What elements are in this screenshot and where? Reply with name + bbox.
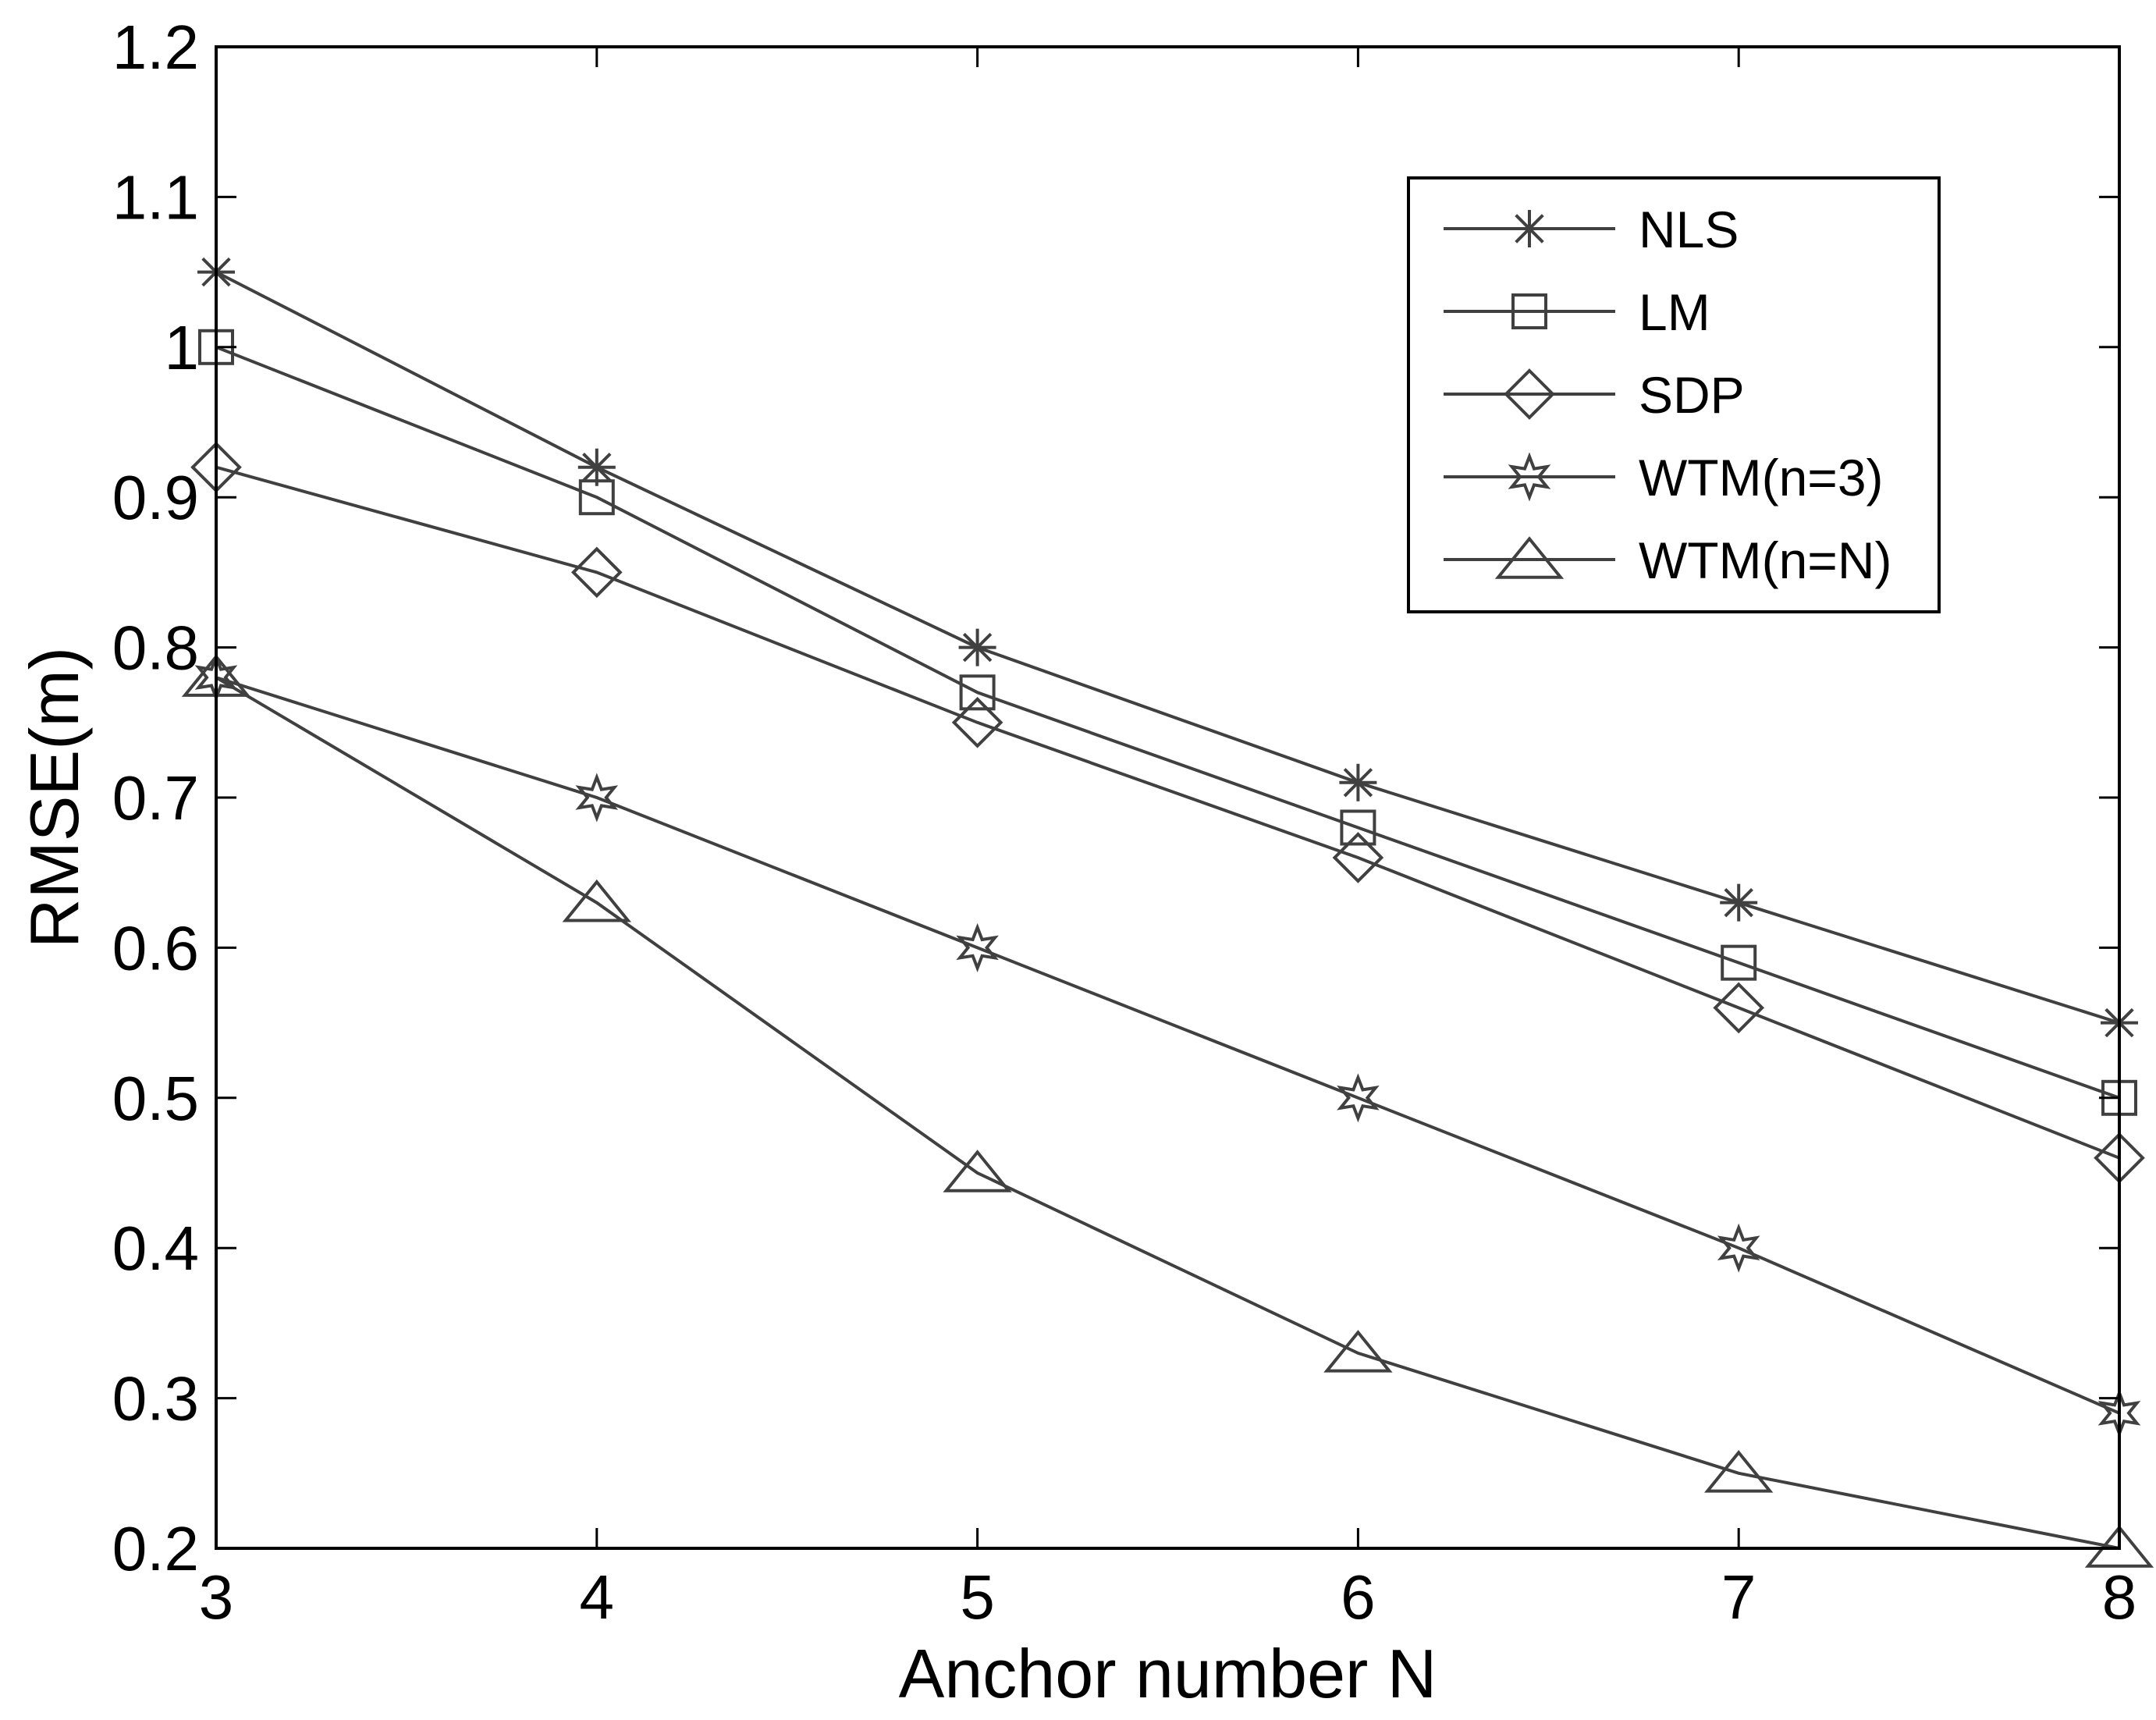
- legend-item-3-label: SDP: [1639, 366, 1745, 424]
- y-tick-label: 0.3: [112, 1364, 199, 1434]
- y-tick-label: 0.4: [112, 1214, 199, 1283]
- series-3-point: [1332, 832, 1384, 883]
- x-tick-label: 4: [580, 1562, 615, 1632]
- legend: NLS LM SDP WTM(n=3) WTM(n=N): [1407, 176, 1941, 613]
- series-1-point-stroke: [1343, 768, 1373, 798]
- legend-item-1-label: NLS: [1639, 201, 1739, 258]
- series-5-point: [943, 1150, 1012, 1192]
- legend-item-5-label: WTM(n=N): [1639, 531, 1891, 589]
- y-tick-label: 1.1: [112, 162, 199, 232]
- y-tick-label: 1.2: [112, 12, 199, 82]
- y-tick-label: 0.7: [112, 763, 199, 833]
- series-2-point: [959, 674, 996, 711]
- series-5-point: [562, 879, 631, 922]
- series-5-line: [215, 676, 2120, 1550]
- series-1-point: [1339, 763, 1377, 801]
- x-tick-label: 6: [1341, 1562, 1376, 1632]
- plot-lines: [215, 270, 2120, 1550]
- y-tick-label: 0.9: [112, 463, 199, 532]
- series-2-point: [1721, 944, 1757, 981]
- x-axis-title: Anchor number N: [899, 1635, 1437, 1712]
- legend-item-1-marker: [1511, 210, 1548, 247]
- legend-item-5-marker: [1494, 536, 1565, 579]
- series-2-point: [578, 479, 615, 516]
- series-3-point: [570, 546, 623, 599]
- series-4-point: [956, 922, 999, 972]
- series-4-point: [1717, 1223, 1760, 1273]
- x-tick-label: 8: [2102, 1562, 2137, 1632]
- x-tick-label: 5: [960, 1562, 995, 1632]
- legend-item-3-marker: [1504, 368, 1555, 420]
- series-5-point: [1323, 1330, 1393, 1373]
- x-tick-label: 3: [199, 1562, 234, 1632]
- series-3-point: [951, 696, 1003, 748]
- y-tick-label: 0.8: [112, 613, 199, 683]
- series-1-point-stroke: [1724, 887, 1753, 918]
- legend-item-1-marker-stroke: [1515, 214, 1544, 243]
- y-tick-label: 0.6: [112, 913, 199, 983]
- series-3-point: [1713, 982, 1765, 1034]
- y-tick-label: 0.2: [112, 1514, 199, 1583]
- series-5-point: [1704, 1450, 1774, 1493]
- x-tick-labels: 3 4 5 6 7 8: [199, 1562, 2137, 1632]
- series-4-point: [1337, 1073, 1380, 1123]
- series-3-line: [215, 465, 2120, 1160]
- x-tick-label: 7: [1721, 1562, 1756, 1632]
- legend-item-2-label: LM: [1639, 283, 1710, 341]
- y-tick-label: 0.5: [112, 1064, 199, 1133]
- y-tick-label: 1: [165, 313, 200, 382]
- legend-item-2-marker: [1511, 293, 1547, 329]
- legend-item-4-label: WTM(n=3): [1639, 449, 1884, 506]
- series-2-line: [215, 345, 2120, 1100]
- legend-item-4-marker: [1508, 452, 1551, 502]
- series-4-point: [575, 773, 619, 823]
- series-2-point: [1340, 809, 1376, 846]
- axis-ticks: [215, 45, 2121, 1550]
- series-1-point-stroke: [582, 453, 612, 482]
- series-1-point-stroke: [962, 632, 993, 663]
- series-1-line: [215, 270, 2120, 1025]
- series-1-point: [958, 628, 996, 666]
- y-axis-title: RMSE(m): [16, 647, 93, 948]
- series-1-point: [1720, 883, 1758, 922]
- y-tick-labels: 0.2 0.3 0.4 0.5 0.6 0.7 0.8 0.9 1 1.1 1.2: [112, 12, 199, 1583]
- series-4-line: [215, 676, 2120, 1415]
